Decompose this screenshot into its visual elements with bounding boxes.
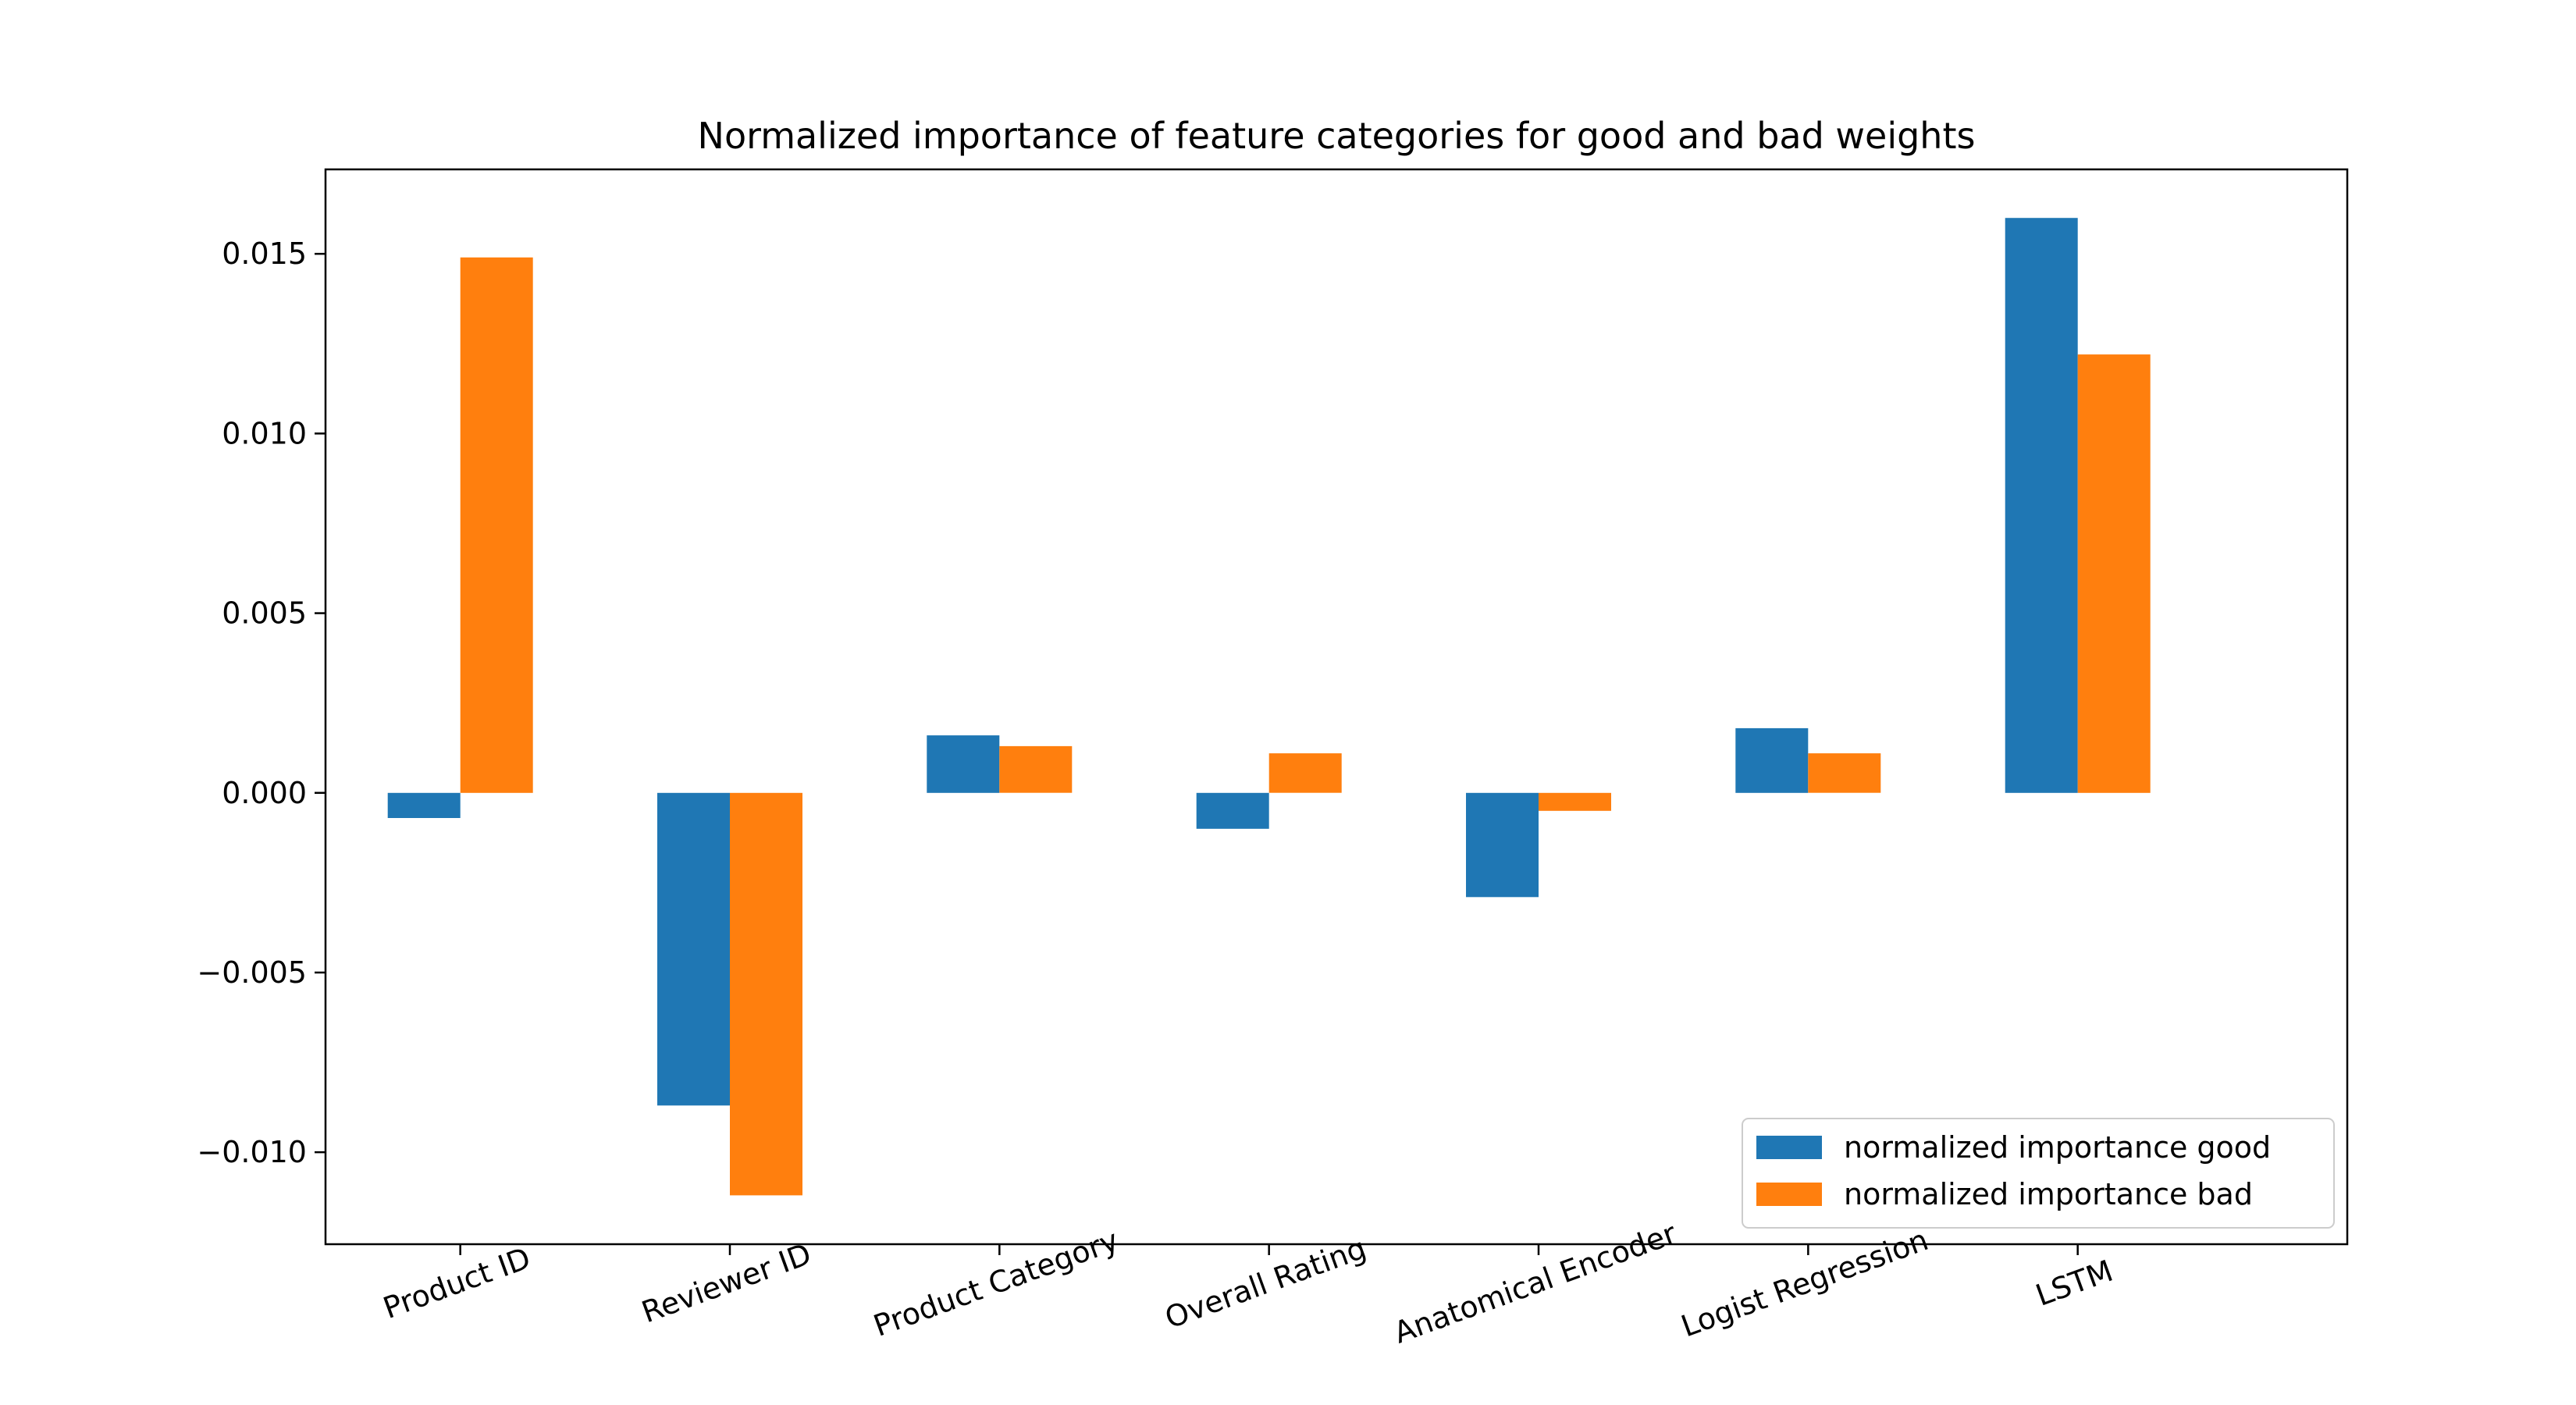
bar-good-2 bbox=[927, 735, 1000, 793]
y-tick-label: 0.005 bbox=[222, 596, 307, 631]
bar-good-3 bbox=[1196, 792, 1269, 829]
plot-frame bbox=[324, 168, 2349, 1246]
y-tick-label: 0.010 bbox=[222, 416, 307, 450]
bar-bad-6 bbox=[2077, 354, 2151, 793]
legend-swatch-good bbox=[1756, 1136, 1822, 1159]
legend-label-good: normalized importance good bbox=[1844, 1130, 2271, 1165]
bar-good-4 bbox=[1466, 792, 1539, 898]
y-tick-label: −0.005 bbox=[197, 955, 307, 990]
y-tick-label: 0.015 bbox=[222, 237, 307, 271]
legend-label-bad: normalized importance bad bbox=[1844, 1177, 2253, 1211]
legend-swatch-bad bbox=[1756, 1183, 1822, 1206]
bar-bad-3 bbox=[1268, 753, 1342, 793]
bar-bad-5 bbox=[1808, 753, 1881, 793]
legend-box bbox=[1742, 1118, 2335, 1229]
y-tick-label: −0.010 bbox=[197, 1135, 307, 1169]
bar-good-5 bbox=[1735, 727, 1809, 793]
bars-group bbox=[387, 218, 2151, 1196]
bar-good-1 bbox=[657, 792, 730, 1106]
bar-bad-0 bbox=[460, 257, 533, 793]
bar-good-6 bbox=[2005, 218, 2078, 793]
chart-title: Normalized importance of feature categor… bbox=[698, 115, 1976, 157]
bar-bad-2 bbox=[999, 745, 1073, 793]
bar-bad-1 bbox=[730, 792, 802, 1196]
y-axis: −0.010 −0.005 0.000 0.005 0.010 0.015 bbox=[197, 237, 326, 1169]
bar-bad-4 bbox=[1539, 792, 1611, 811]
bar-good-0 bbox=[387, 792, 461, 818]
y-tick-label: 0.000 bbox=[222, 776, 307, 810]
legend: normalized importance good normalized imp… bbox=[1742, 1118, 2335, 1229]
